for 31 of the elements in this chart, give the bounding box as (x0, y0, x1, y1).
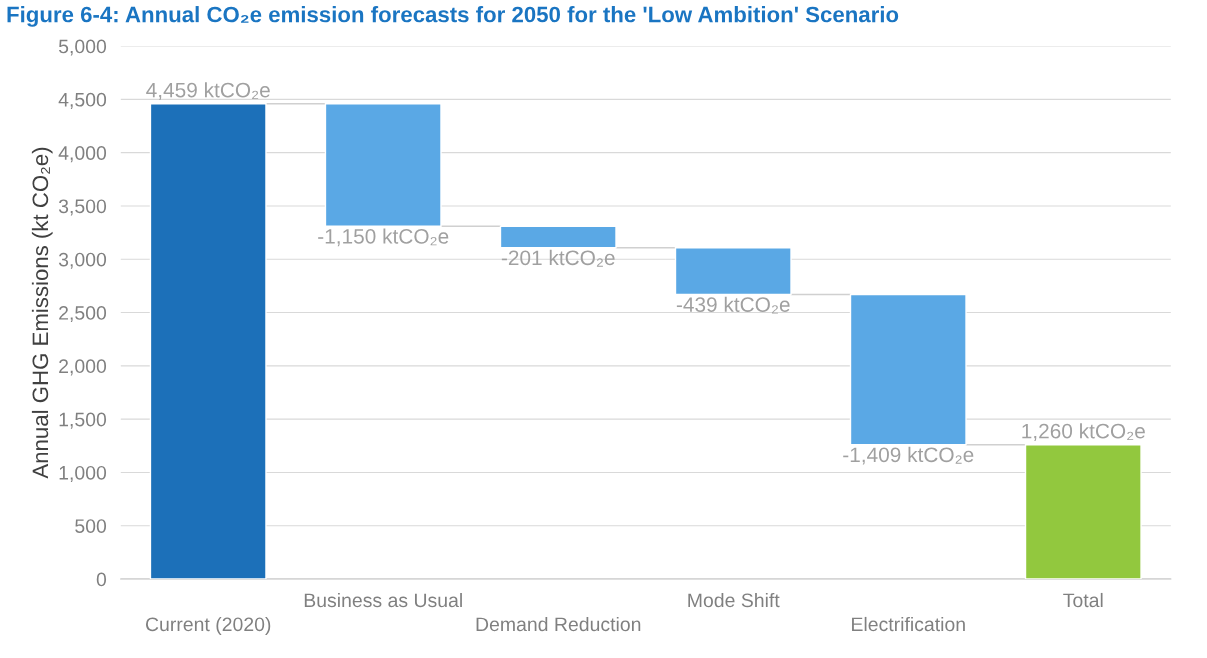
x-tick-label: Total (1063, 592, 1103, 608)
y-tick-label: 2,000 (59, 359, 107, 376)
y-tick-label: 1,500 (59, 412, 107, 429)
data-label: 1,260 ktCO₂e (1022, 423, 1145, 441)
y-axis-title: Annual GHG Emissions (kt CO₂e) (31, 147, 53, 479)
y-tick-label: 4,500 (58, 92, 107, 109)
y-tick-label: 3,500 (58, 199, 107, 216)
y-tick-label: 5,000 (58, 39, 107, 56)
data-label: -201 ktCO₂e (501, 249, 615, 267)
x-tick-label: Mode Shift (688, 592, 780, 608)
bar (849, 293, 967, 446)
bar (1024, 444, 1142, 580)
x-tick-label: Electrification (852, 616, 965, 632)
chart-title: Figure 6-4: Annual CO₂e emission forecasts for 2050 for the 'Low Ambition' Scenario (7, 6, 899, 27)
bar (149, 103, 267, 580)
y-tick-label: 1,000 (59, 465, 107, 482)
y-tick-label: 3,000 (58, 252, 107, 269)
data-label: -439 ktCO₂e (676, 296, 790, 314)
bar (324, 103, 442, 228)
y-tick-label: 4,000 (58, 146, 107, 163)
data-label: 4,459 ktCO₂e (146, 82, 270, 100)
x-tick-label: Current (2020) (145, 616, 271, 636)
y-tick-label: 2,500 (59, 306, 107, 323)
x-tick-label: Demand Reduction (476, 616, 641, 632)
data-label: -1,150 ktCO₂e (318, 228, 449, 247)
bar (499, 225, 617, 249)
y-tick-label: 0 (96, 572, 107, 587)
y-tick-label: 500 (75, 519, 107, 533)
bar (674, 247, 792, 296)
x-tick-label: Business as Usual (304, 592, 462, 608)
data-label: -1,409 ktCO₂e (843, 446, 974, 465)
